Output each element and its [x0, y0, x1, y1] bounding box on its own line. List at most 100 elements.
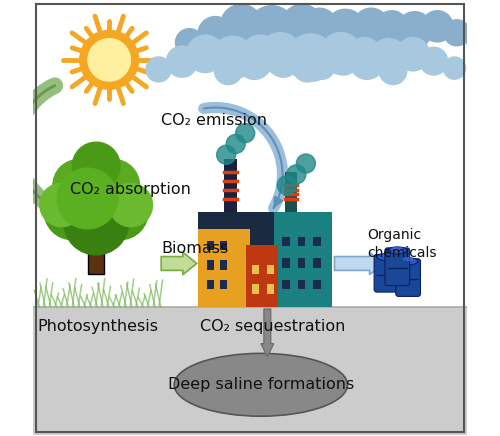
Circle shape	[211, 36, 254, 79]
Circle shape	[241, 35, 279, 72]
FancyBboxPatch shape	[88, 233, 104, 274]
Circle shape	[287, 165, 306, 184]
Bar	[206, 241, 214, 251]
Circle shape	[176, 29, 203, 56]
Bar	[220, 280, 228, 290]
Circle shape	[214, 57, 242, 85]
Ellipse shape	[381, 253, 392, 257]
Circle shape	[237, 45, 272, 79]
Circle shape	[310, 17, 346, 51]
Circle shape	[216, 145, 236, 164]
Text: Deep saline formations: Deep saline formations	[168, 377, 354, 392]
Circle shape	[186, 35, 224, 72]
Circle shape	[376, 11, 408, 42]
Bar	[246, 245, 278, 307]
Circle shape	[88, 39, 130, 81]
FancyBboxPatch shape	[396, 259, 420, 296]
Circle shape	[72, 142, 120, 190]
Circle shape	[64, 190, 128, 255]
Circle shape	[92, 184, 148, 240]
Bar	[198, 228, 250, 307]
Circle shape	[444, 57, 466, 79]
Circle shape	[378, 18, 408, 48]
Circle shape	[444, 20, 470, 46]
Text: Biomass: Biomass	[161, 241, 228, 255]
Circle shape	[44, 184, 100, 240]
Circle shape	[360, 20, 386, 46]
Circle shape	[340, 29, 368, 56]
FancyArrow shape	[261, 309, 274, 357]
Bar	[282, 237, 290, 246]
Bar	[268, 265, 274, 274]
Circle shape	[88, 160, 140, 211]
Bar	[224, 159, 237, 211]
Bar	[298, 237, 306, 246]
Circle shape	[294, 57, 319, 82]
Circle shape	[220, 4, 262, 46]
Circle shape	[53, 160, 105, 211]
Circle shape	[296, 154, 316, 173]
Circle shape	[80, 31, 138, 89]
Circle shape	[354, 8, 389, 44]
Bar	[285, 172, 297, 211]
Bar	[313, 237, 320, 246]
Circle shape	[166, 46, 198, 77]
Circle shape	[325, 9, 366, 50]
Circle shape	[312, 57, 334, 79]
Circle shape	[302, 8, 337, 44]
Circle shape	[320, 33, 362, 74]
Circle shape	[57, 168, 118, 229]
Circle shape	[236, 123, 255, 143]
FancyBboxPatch shape	[385, 248, 409, 286]
FancyArrow shape	[161, 252, 196, 275]
Circle shape	[278, 176, 296, 195]
Circle shape	[404, 29, 427, 52]
Bar	[220, 241, 228, 251]
Circle shape	[466, 29, 487, 50]
Bar	[198, 211, 332, 307]
Circle shape	[420, 48, 448, 75]
Circle shape	[248, 6, 296, 53]
Text: Photosynthesis: Photosynthesis	[38, 319, 158, 334]
Text: CO₂ absorption: CO₂ absorption	[70, 182, 191, 197]
Bar	[252, 265, 259, 274]
Bar	[252, 284, 259, 294]
Circle shape	[370, 39, 408, 77]
Bar	[268, 284, 274, 294]
Circle shape	[422, 11, 453, 42]
Circle shape	[268, 46, 299, 77]
Circle shape	[348, 37, 381, 71]
Ellipse shape	[174, 354, 348, 416]
Circle shape	[281, 4, 323, 46]
Ellipse shape	[388, 247, 407, 254]
Bar	[274, 211, 332, 307]
Circle shape	[109, 184, 152, 227]
Circle shape	[198, 17, 232, 51]
Bar	[298, 280, 306, 290]
Circle shape	[379, 57, 407, 85]
Text: CO₂ emission: CO₂ emission	[161, 113, 267, 128]
Ellipse shape	[376, 253, 396, 261]
Circle shape	[264, 29, 287, 52]
Circle shape	[396, 37, 430, 71]
Bar	[206, 260, 214, 270]
Circle shape	[330, 48, 357, 75]
Bar	[313, 258, 320, 268]
Bar	[220, 260, 228, 270]
Circle shape	[146, 57, 171, 82]
Bar	[34, 307, 467, 435]
Circle shape	[40, 184, 83, 227]
Bar	[282, 258, 290, 268]
Ellipse shape	[398, 258, 418, 265]
FancyBboxPatch shape	[374, 254, 399, 292]
Circle shape	[287, 34, 335, 82]
Text: CO₂ sequestration: CO₂ sequestration	[200, 319, 346, 334]
Bar	[206, 280, 214, 290]
Circle shape	[282, 18, 312, 48]
Circle shape	[226, 134, 245, 153]
Circle shape	[342, 29, 363, 50]
Bar	[313, 280, 320, 290]
Circle shape	[260, 33, 301, 74]
Ellipse shape	[392, 246, 402, 250]
Circle shape	[397, 12, 432, 48]
